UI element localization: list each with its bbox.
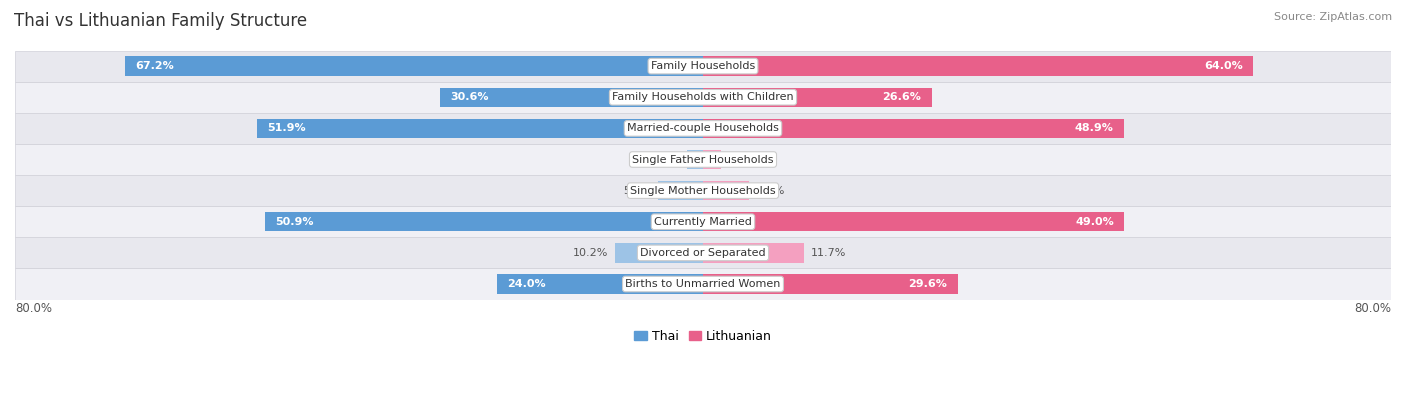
Text: Source: ZipAtlas.com: Source: ZipAtlas.com (1274, 12, 1392, 22)
Text: 1.9%: 1.9% (651, 154, 679, 164)
Text: 5.4%: 5.4% (756, 186, 785, 196)
Bar (440, 88, 703, 107)
Bar (15, 237, 1391, 269)
Bar (703, 243, 804, 263)
Text: Divorced or Separated: Divorced or Separated (640, 248, 766, 258)
Text: 30.6%: 30.6% (450, 92, 489, 102)
Bar (703, 88, 932, 107)
Text: 50.9%: 50.9% (276, 217, 314, 227)
Text: 24.0%: 24.0% (508, 279, 546, 289)
Text: Single Father Households: Single Father Households (633, 154, 773, 164)
Bar (703, 181, 749, 200)
Text: 51.9%: 51.9% (267, 123, 305, 134)
Text: 64.0%: 64.0% (1205, 61, 1243, 71)
Text: 80.0%: 80.0% (15, 302, 52, 315)
Text: 80.0%: 80.0% (1354, 302, 1391, 315)
Text: Single Mother Households: Single Mother Households (630, 186, 776, 196)
Text: Births to Unmarried Women: Births to Unmarried Women (626, 279, 780, 289)
Bar (686, 150, 703, 169)
Bar (266, 212, 703, 231)
Text: 10.2%: 10.2% (574, 248, 609, 258)
Text: Family Households with Children: Family Households with Children (612, 92, 794, 102)
Bar (15, 206, 1391, 237)
Text: 48.9%: 48.9% (1074, 123, 1114, 134)
Text: Currently Married: Currently Married (654, 217, 752, 227)
Text: 49.0%: 49.0% (1076, 217, 1114, 227)
Bar (496, 275, 703, 293)
Bar (125, 56, 703, 76)
Text: 2.1%: 2.1% (728, 154, 756, 164)
Text: Married-couple Households: Married-couple Households (627, 123, 779, 134)
Bar (15, 113, 1391, 144)
Text: 5.2%: 5.2% (623, 186, 651, 196)
Bar (703, 150, 721, 169)
Bar (257, 119, 703, 138)
Bar (616, 243, 703, 263)
Text: Thai vs Lithuanian Family Structure: Thai vs Lithuanian Family Structure (14, 12, 307, 30)
Bar (15, 51, 1391, 82)
Bar (703, 56, 1253, 76)
Text: Family Households: Family Households (651, 61, 755, 71)
Bar (15, 82, 1391, 113)
Bar (703, 119, 1123, 138)
Bar (15, 144, 1391, 175)
Text: 26.6%: 26.6% (883, 92, 921, 102)
Bar (703, 275, 957, 293)
Text: 11.7%: 11.7% (810, 248, 846, 258)
Bar (658, 181, 703, 200)
Text: 67.2%: 67.2% (135, 61, 174, 71)
Bar (703, 212, 1125, 231)
Text: 29.6%: 29.6% (908, 279, 948, 289)
Bar (15, 175, 1391, 206)
Legend: Thai, Lithuanian: Thai, Lithuanian (628, 325, 778, 348)
Bar (15, 269, 1391, 299)
